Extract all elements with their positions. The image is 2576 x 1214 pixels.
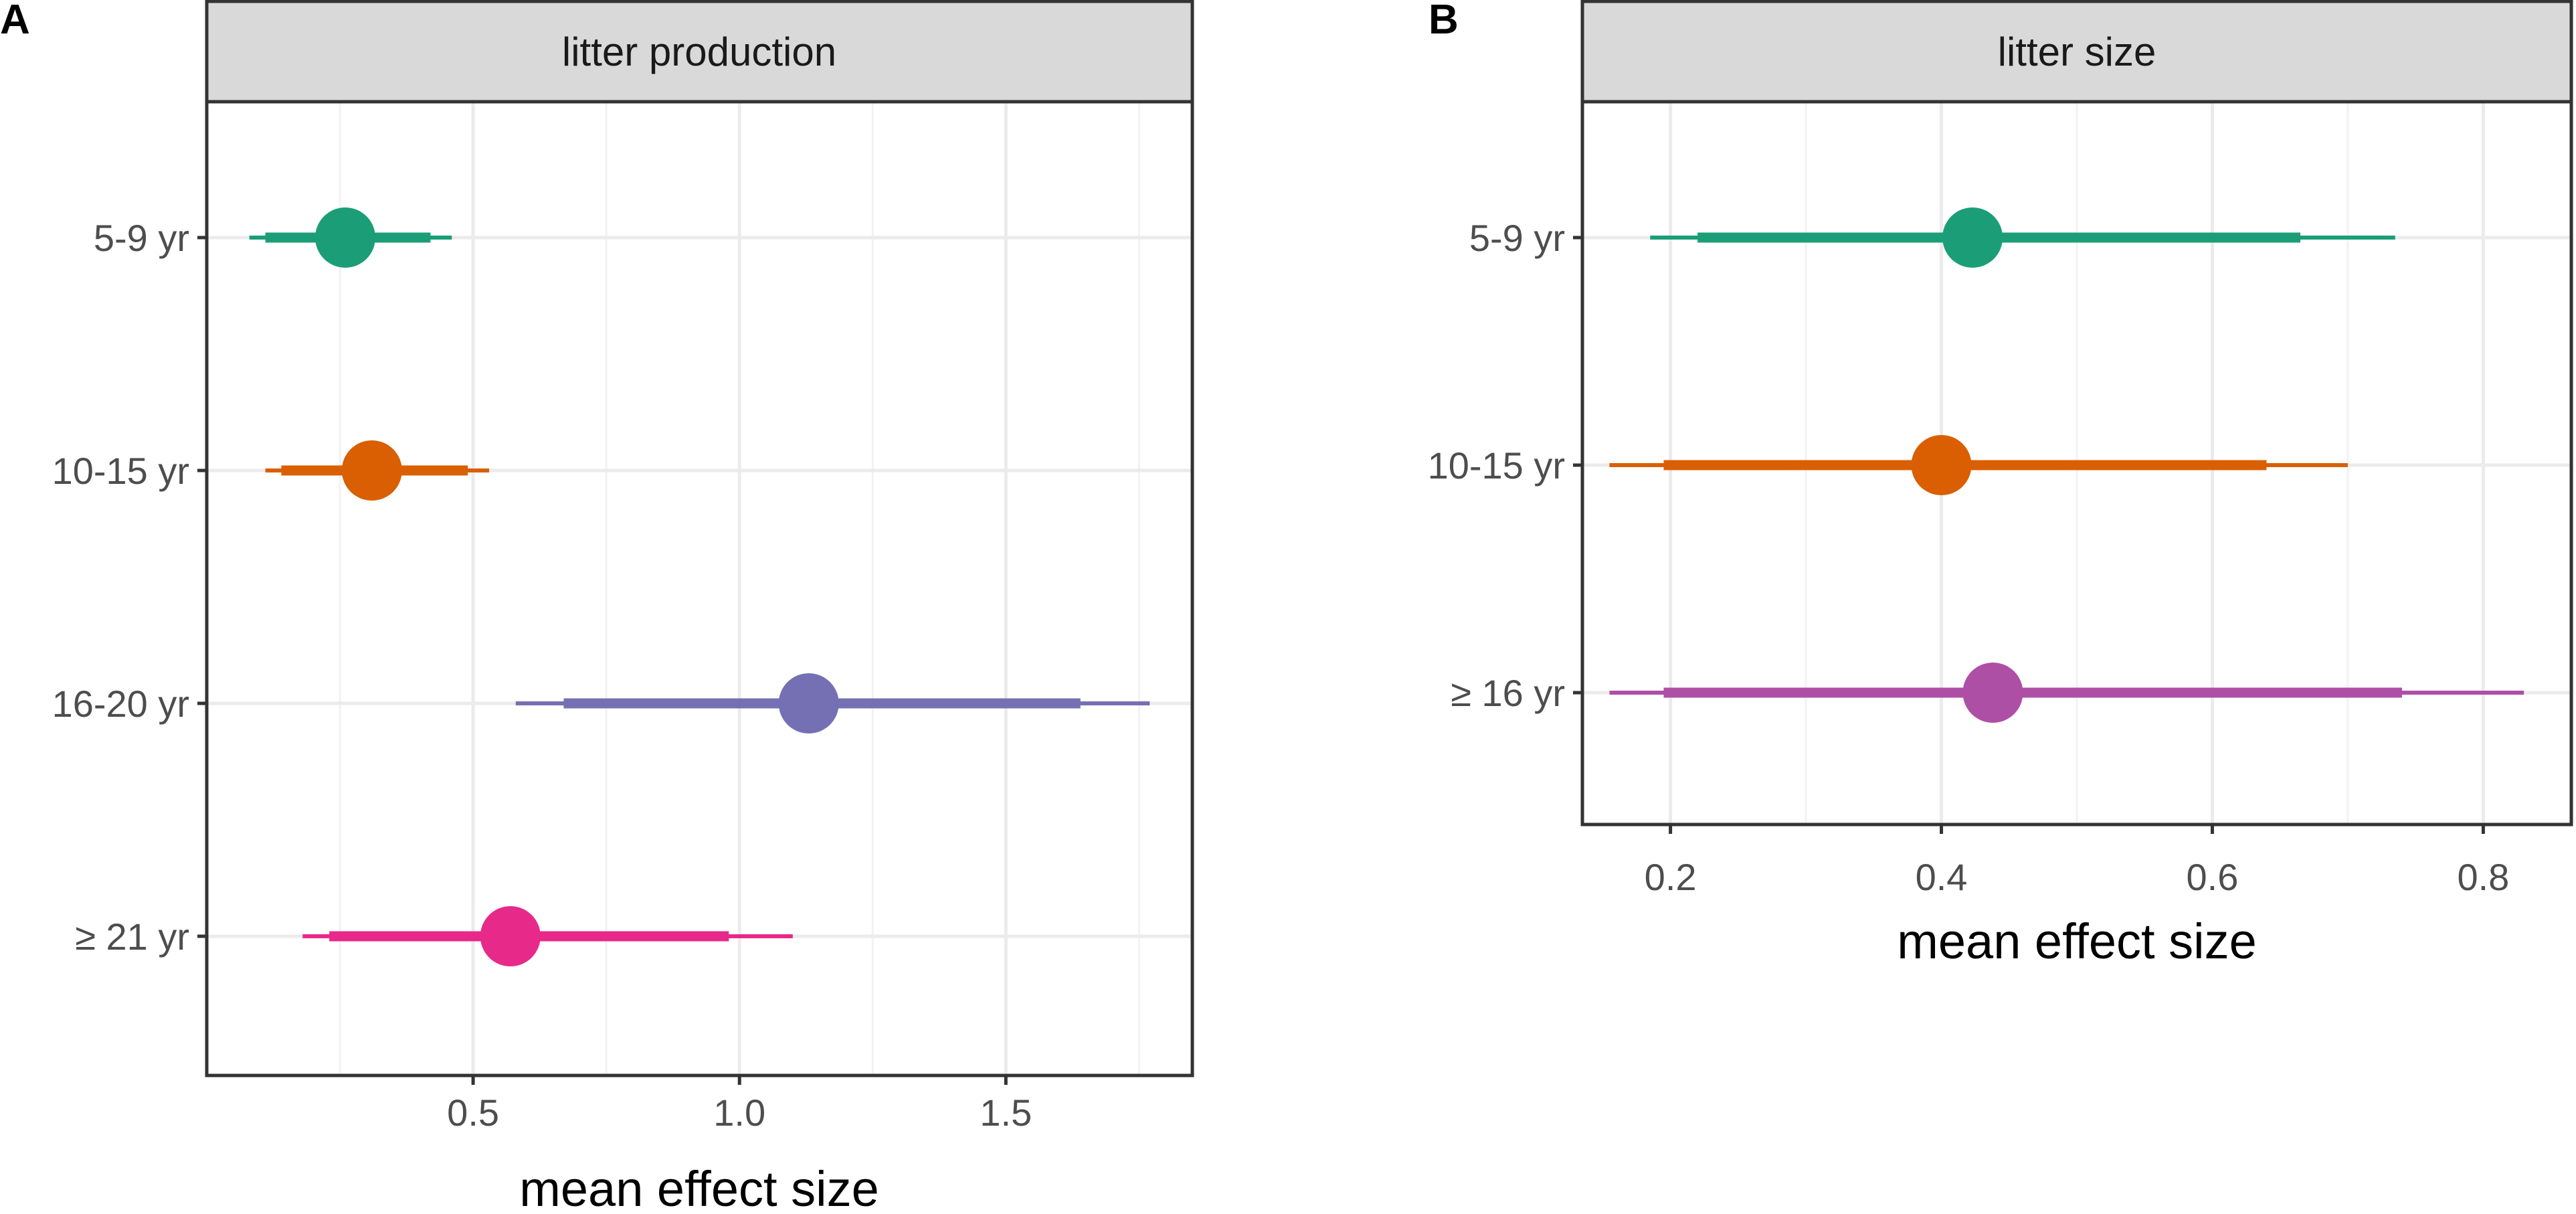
panel-a-strip xyxy=(205,0,1194,104)
panel-b-strip xyxy=(1580,0,2573,104)
mean-point xyxy=(480,906,541,966)
y-tick-label: ≥ 21 yr xyxy=(75,916,189,958)
pointrange-2 xyxy=(265,440,489,501)
mean-point xyxy=(778,673,839,733)
panel-a-x-axis: 0.5 1.0 1.5 xyxy=(447,1075,1032,1134)
panel-b-x-axis: 0.2 0.4 0.6 0.8 xyxy=(1645,825,2509,898)
pointrange-3 xyxy=(1609,663,2524,723)
x-tick-label: 0.5 xyxy=(447,1092,499,1134)
panel-b-x-axis-title: mean effect size xyxy=(1897,914,2256,969)
panel-a-x-axis-title: mean effect size xyxy=(519,1161,879,1214)
x-tick-label: 0.2 xyxy=(1645,856,1697,898)
pointrange-1 xyxy=(1650,207,2395,268)
y-tick-label: 10-15 yr xyxy=(52,450,189,492)
pointrange-1 xyxy=(249,207,452,268)
panel-a-title: litter production xyxy=(562,29,836,74)
x-tick-label: 1.5 xyxy=(980,1092,1032,1134)
mean-point xyxy=(1942,207,2003,268)
x-tick-label: 0.6 xyxy=(2187,856,2239,898)
x-tick-label: 0.8 xyxy=(2457,856,2509,898)
mean-point xyxy=(1962,663,2023,723)
mean-point xyxy=(341,440,402,501)
mean-point xyxy=(315,207,376,268)
panel-a-label: A xyxy=(0,0,30,43)
mean-point xyxy=(1911,435,1972,495)
pointrange-2 xyxy=(1609,435,2348,495)
panel-b-plot-border xyxy=(1580,100,2573,827)
pointrange-4 xyxy=(302,906,793,966)
y-tick-label: ≥ 16 yr xyxy=(1451,672,1565,714)
y-tick-label: 5-9 yr xyxy=(94,217,189,259)
x-tick-label: 0.4 xyxy=(1916,856,1968,898)
panel-b-label: B xyxy=(1429,0,1459,43)
panel-b-marks xyxy=(1609,207,2524,723)
panel-a-litter-production: A litter production 5-9 yr 10-15 yr 16-20 … xyxy=(0,0,1194,1214)
y-tick-label: 5-9 yr xyxy=(1469,217,1565,259)
pointrange-3 xyxy=(515,673,1150,733)
x-tick-label: 1.0 xyxy=(713,1092,765,1134)
panel-a-marks xyxy=(249,207,1150,966)
panel-a-y-axis: 5-9 yr 10-15 yr 16-20 yr ≥ 21 yr xyxy=(52,217,207,958)
y-tick-label: 16-20 yr xyxy=(52,683,189,725)
y-tick-label: 10-15 yr xyxy=(1428,444,1565,487)
panel-b-title: litter size xyxy=(1998,29,2156,74)
panel-a-plot-border xyxy=(205,100,1194,1077)
panel-b-y-axis: 5-9 yr 10-15 yr ≥ 16 yr xyxy=(1428,217,1582,714)
